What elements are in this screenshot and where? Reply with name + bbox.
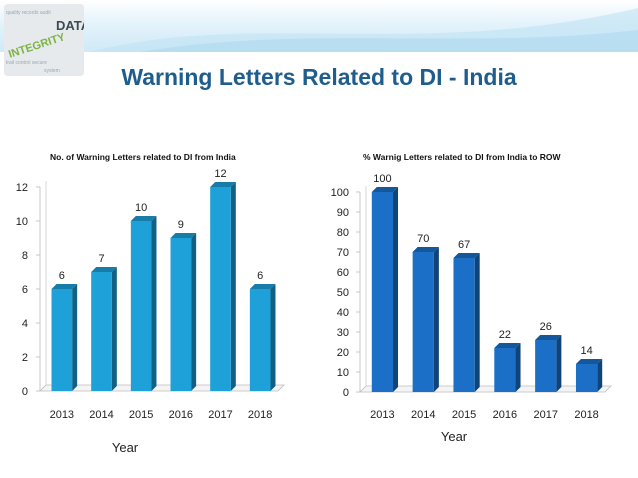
- header-swoosh: [90, 8, 638, 52]
- left-x-tick-label: 2013: [50, 409, 74, 421]
- logo-graphic: quality records audit trail control secu…: [4, 4, 84, 76]
- svg-text:quality records audit: quality records audit: [6, 10, 51, 16]
- left-data-label: 6: [257, 270, 263, 282]
- left-x-tick-label: 2014: [89, 409, 113, 421]
- data-integrity-logo: quality records audit trail control secu…: [4, 4, 84, 76]
- left-bar: [91, 267, 117, 391]
- left-x-axis-title: Year: [112, 440, 139, 455]
- right-y-tick-label: 30: [337, 327, 349, 339]
- left-y-tick-label: 6: [22, 284, 28, 296]
- right-x-tick-label: 2016: [493, 409, 517, 421]
- right-y-tick-label: 70: [337, 247, 349, 259]
- right-bar: [494, 343, 521, 392]
- left-bar: [249, 284, 276, 391]
- left-x-tick-label: 2018: [248, 409, 272, 421]
- right-bar: [412, 247, 439, 392]
- left-data-label: 10: [135, 202, 147, 214]
- header-band: [0, 0, 638, 52]
- right-y-tick-label: 0: [343, 387, 349, 399]
- right-x-tick-label: 2015: [452, 409, 476, 421]
- right-data-label: 22: [499, 329, 511, 341]
- left-data-label: 9: [178, 219, 184, 231]
- svg-text:trail control secure: trail control secure: [6, 60, 47, 66]
- page-title: Warning Letters Related to DI - India: [121, 64, 517, 90]
- right-y-tick-label: 80: [337, 227, 349, 239]
- left-x-tick-label: 2015: [129, 409, 153, 421]
- left-x-tick-label: 2016: [169, 409, 193, 421]
- left-x-tick-label: 2017: [208, 409, 232, 421]
- left-y-tick-label: 0: [22, 386, 28, 398]
- left-data-label: 12: [214, 168, 226, 180]
- right-x-tick-label: 2018: [574, 409, 598, 421]
- right-bar: [575, 359, 603, 392]
- left-y-tick-label: 10: [16, 216, 28, 228]
- right-bar: [453, 253, 480, 392]
- right-chart-title: % Warnig Letters related to DI from Indi…: [363, 152, 561, 162]
- right-y-tick-label: 100: [331, 187, 349, 199]
- right-data-label: 70: [417, 233, 429, 245]
- left-y-tick-label: 2: [22, 352, 28, 364]
- right-data-label: 67: [458, 239, 470, 251]
- left-data-label: 7: [98, 253, 104, 265]
- left-y-tick-label: 12: [16, 182, 28, 194]
- right-data-label: 14: [580, 345, 592, 357]
- right-y-tick-label: 60: [337, 267, 349, 279]
- right-y-tick-label: 90: [337, 207, 349, 219]
- left-bar: [210, 182, 236, 391]
- right-data-label: 26: [540, 321, 552, 333]
- right-x-tick-label: 2017: [534, 409, 558, 421]
- svg-text:system: system: [44, 68, 60, 74]
- left-bar: [170, 233, 197, 391]
- right-y-tick-label: 50: [337, 287, 349, 299]
- right-x-tick-label: 2013: [370, 409, 394, 421]
- right-x-axis-title: Year: [441, 429, 468, 444]
- right-bar: [371, 187, 399, 392]
- right-y-tick-label: 20: [337, 347, 349, 359]
- right-y-tick-label: 10: [337, 367, 349, 379]
- left-chart-title: No. of Warning Letters related to DI fro…: [50, 152, 236, 162]
- left-data-label: 6: [59, 270, 65, 282]
- right-bar: [535, 335, 562, 392]
- right-data-label: 100: [373, 173, 391, 185]
- logo-word-data: DATA: [56, 18, 84, 33]
- right-y-tick-label: 40: [337, 307, 349, 319]
- left-bar: [130, 216, 157, 391]
- right-x-tick-label: 2014: [411, 409, 435, 421]
- left-y-tick-label: 4: [22, 318, 28, 330]
- left-bar: [51, 284, 78, 391]
- left-y-tick-label: 8: [22, 250, 28, 262]
